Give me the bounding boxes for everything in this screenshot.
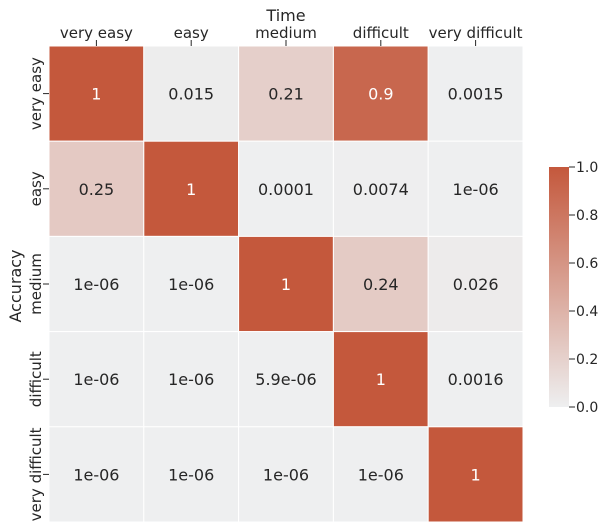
cell-value-label: 1e-06 bbox=[168, 370, 214, 389]
cell-value-label: 0.0001 bbox=[258, 180, 314, 199]
heatmap-cell bbox=[48, 45, 145, 142]
heatmap-cell bbox=[238, 426, 334, 523]
cell-value-label: 0.0015 bbox=[448, 85, 504, 104]
y-tick-label: difficult bbox=[27, 351, 45, 407]
cell-value-label: 1e-06 bbox=[263, 465, 309, 484]
cell-value-label: 1 bbox=[281, 275, 291, 294]
colorbar-tick-label: 0.4 bbox=[576, 304, 598, 320]
cell-value-label: 0.0074 bbox=[353, 180, 409, 199]
x-axis-ticks: very easy easy medium difficult very difficu… bbox=[60, 24, 523, 46]
cell-value-label: 1e-06 bbox=[453, 180, 499, 199]
cell-value-label: 1 bbox=[471, 465, 481, 484]
heatmap-cell bbox=[427, 235, 524, 333]
colorbar-tick-label: 1.0 bbox=[576, 160, 598, 176]
y-tick-label: very difficult bbox=[27, 427, 45, 521]
heatmap-cell bbox=[427, 426, 524, 523]
y-axis-ticks: very easy easy medium difficult very difficu… bbox=[27, 57, 49, 521]
cell-value-label: 1 bbox=[186, 180, 196, 199]
cell-value-label: 0.21 bbox=[268, 85, 304, 104]
y-tick-label: very easy bbox=[27, 57, 45, 130]
heatmap-cell bbox=[48, 140, 145, 237]
heatmap-cell bbox=[427, 45, 524, 142]
cell-value-label: 0.026 bbox=[453, 275, 499, 294]
heatmap-cell bbox=[238, 331, 334, 428]
heatmap-cell bbox=[143, 235, 240, 333]
heatmap-cell bbox=[238, 140, 334, 237]
heatmap-cell bbox=[143, 426, 240, 523]
heatmap-cells bbox=[48, 45, 524, 523]
x-tick-label: very difficult bbox=[429, 24, 523, 42]
heatmap-cell bbox=[143, 331, 240, 428]
heatmap-cell bbox=[427, 331, 524, 428]
cell-value-label: 1 bbox=[376, 370, 386, 389]
colorbar bbox=[549, 167, 569, 407]
cell-value-label: 1 bbox=[91, 85, 101, 104]
cell-value-label: 0.9 bbox=[368, 85, 393, 104]
heatmap-cell bbox=[48, 426, 145, 523]
cell-value-label: 0.25 bbox=[79, 180, 115, 199]
cell-value-label: 1e-06 bbox=[73, 465, 119, 484]
colorbar-tick-label: 0.0 bbox=[576, 400, 598, 416]
y-axis-title: Accuracy bbox=[6, 249, 25, 322]
heatmap-cell bbox=[332, 235, 429, 333]
colorbar-tick-label: 0.6 bbox=[576, 256, 598, 272]
cell-value-label: 1e-06 bbox=[358, 465, 404, 484]
colorbar-ticks: 0.0 0.2 0.4 0.6 0.8 1.0 bbox=[569, 160, 598, 416]
x-tick-label: very easy bbox=[60, 24, 133, 42]
cell-value-label: 1e-06 bbox=[168, 465, 214, 484]
cell-value-label: 0.24 bbox=[363, 275, 399, 294]
heatmap-cell bbox=[332, 331, 429, 428]
x-tick-label: difficult bbox=[353, 24, 409, 42]
cell-value-label: 1e-06 bbox=[168, 275, 214, 294]
y-tick-label: medium bbox=[27, 253, 45, 315]
heatmap-cell bbox=[143, 45, 240, 142]
cell-value-label: 5.9e-06 bbox=[255, 370, 316, 389]
x-tick-label: easy bbox=[174, 24, 209, 42]
x-axis-title: Time bbox=[265, 6, 305, 25]
heatmap-cell bbox=[332, 45, 429, 142]
cell-value-label: 1e-06 bbox=[73, 275, 119, 294]
colorbar-tick-label: 0.8 bbox=[576, 208, 598, 224]
heatmap-cell bbox=[238, 235, 334, 333]
colorbar-tick-label: 0.2 bbox=[576, 352, 598, 368]
y-tick-label: easy bbox=[27, 171, 45, 206]
x-tick-label: medium bbox=[255, 24, 317, 42]
cell-value-label: 1e-06 bbox=[73, 370, 119, 389]
cell-value-label: 0.015 bbox=[168, 85, 214, 104]
heatmap-cell bbox=[427, 140, 524, 237]
cell-value-label: 0.0016 bbox=[448, 370, 504, 389]
heatmap-cell-labels: 1 0.015 0.21 0.9 0.0015 0.25 1 0.0001 0.0074 1e-0… bbox=[73, 85, 503, 485]
